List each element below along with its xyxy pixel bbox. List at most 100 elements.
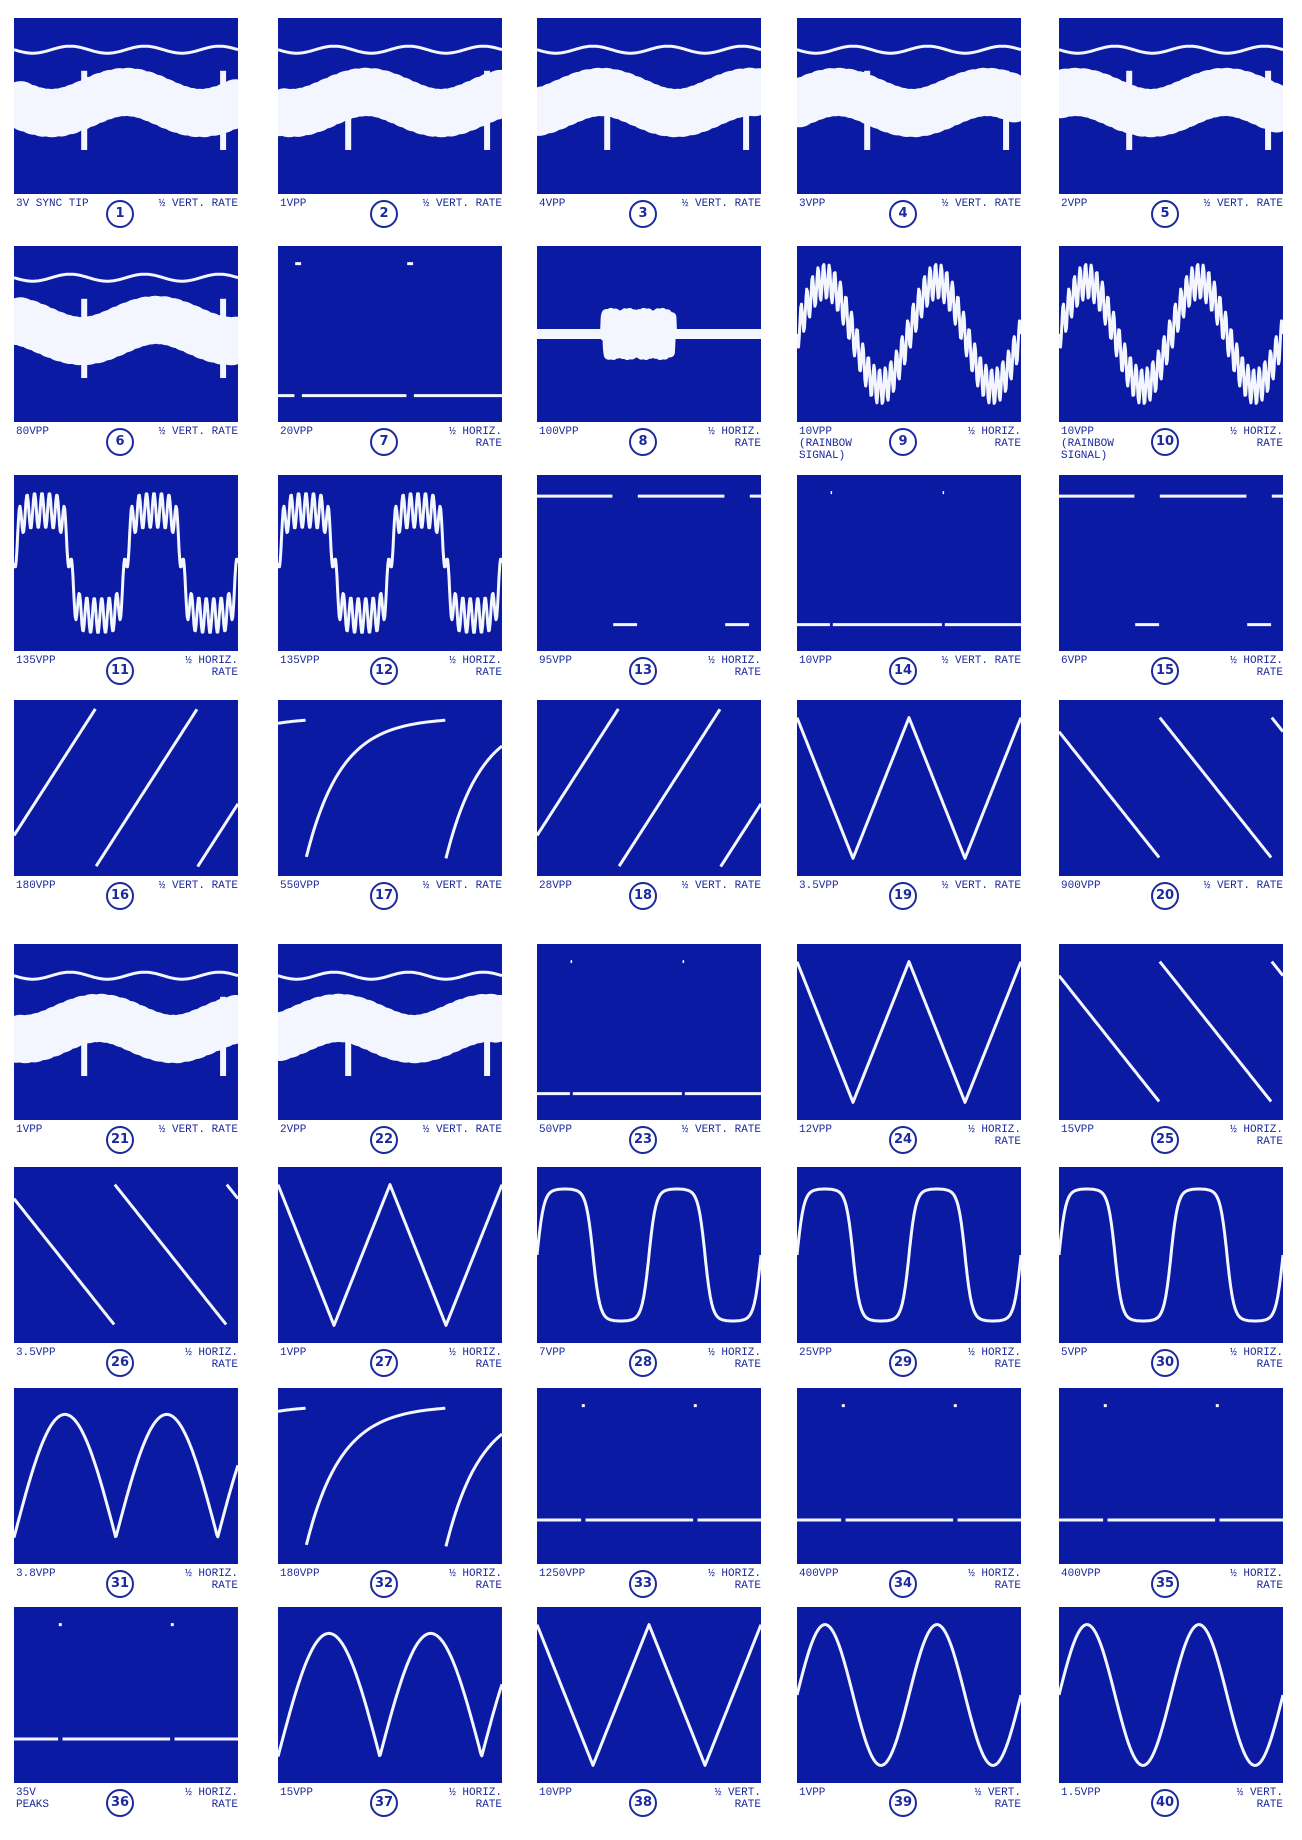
label-line: SIGNAL) (799, 450, 846, 462)
panel-number: 30 (1151, 1349, 1179, 1377)
rate-line: ½ VERT. RATE (422, 880, 502, 892)
sweep-rate: ½ VERT. RATE (423, 880, 502, 892)
sweep-rate: ½ VERT. RATE (159, 198, 238, 210)
rate-line: ½ HORIZ. (708, 1568, 761, 1580)
caption: 3V SYNC TIP 1 ½ VERT. RATE (14, 194, 240, 234)
waveform-panel: 3.8VPP 31 ½ HORIZ. RATE (14, 1388, 240, 1604)
waveform-panel: 1VPP 27 ½ HORIZ. RATE (278, 1167, 504, 1383)
oscilloscope-screen (14, 700, 238, 876)
panel-number: 22 (370, 1126, 398, 1154)
amplitude-label: 1VPP (280, 1347, 306, 1359)
caption: 180VPP 32 ½ HORIZ. RATE (278, 1564, 504, 1604)
amplitude-label: 1VPP (799, 1787, 825, 1799)
caption: 135VPP 12 ½ HORIZ. RATE (278, 651, 504, 691)
amplitude-label: 12VPP (799, 1124, 832, 1136)
rate-line: ½ VERT. (714, 1787, 761, 1799)
waveform-panel: 5VPP 30 ½ HORIZ. RATE (1059, 1167, 1285, 1383)
panel-number: 25 (1151, 1126, 1179, 1154)
oscilloscope-screen (797, 18, 1021, 194)
oscilloscope-screen (1059, 246, 1283, 422)
oscilloscope-screen (278, 944, 502, 1120)
waveform (797, 491, 1021, 627)
amplitude-label: 35V PEAKS (16, 1787, 49, 1811)
label-line: 80VPP (16, 426, 50, 438)
oscilloscope-screen (537, 1167, 761, 1343)
rate-line: ½ VERT. RATE (941, 198, 1021, 210)
oscilloscope-screen (278, 18, 502, 194)
waveform-panel: 12VPP 24 ½ HORIZ. RATE (797, 944, 1023, 1160)
sweep-rate: ½ VERT. RATE (1204, 880, 1283, 892)
rate-line: RATE (211, 1580, 238, 1592)
waveform-panel: 3.5VPP 26 ½ HORIZ. RATE (14, 1167, 240, 1383)
waveform-panel: 80VPP 6 ½ VERT. RATE (14, 246, 240, 462)
sweep-rate: ½ HORIZ. RATE (185, 1347, 238, 1371)
caption: 25VPP 29 ½ HORIZ. RATE (797, 1343, 1023, 1383)
panel-number: 7 (370, 428, 398, 456)
waveform (537, 1623, 761, 1767)
rate-line: ½ HORIZ. (185, 1347, 238, 1359)
oscilloscope-screen (797, 700, 1021, 876)
caption: 3.5VPP 19 ½ VERT. RATE (797, 876, 1023, 916)
amplitude-label: 1250VPP (539, 1568, 585, 1580)
sweep-rate: ½ VERT. RATE (682, 1124, 761, 1136)
rate-line: RATE (734, 1580, 761, 1592)
waveform (797, 44, 1021, 55)
label-line: 135VPP (16, 655, 56, 667)
panel-number: 28 (629, 1349, 657, 1377)
caption: 550VPP 17 ½ VERT. RATE (278, 876, 504, 916)
rate-line: RATE (994, 1799, 1021, 1811)
label-line: 7VPP (539, 1347, 566, 1359)
waveform-panel: 95VPP 13 ½ HORIZ. RATE (537, 475, 763, 691)
oscilloscope-screen (537, 246, 761, 422)
label-line: 135VPP (280, 655, 320, 667)
label-line: 10VPP (799, 655, 833, 667)
sync-pulse (484, 996, 491, 1076)
amplitude-label: 180VPP (280, 1568, 320, 1580)
rate-line: ½ VERT. RATE (158, 198, 238, 210)
sweep-rate: ½ VERT. RATE (159, 1124, 238, 1136)
waveform (14, 1412, 238, 1539)
amplitude-label: 135VPP (16, 655, 56, 667)
sweep-rate: ½ VERT. RATE (423, 1124, 502, 1136)
caption: 50VPP 23 ½ VERT. RATE (537, 1120, 763, 1160)
panel-number: 23 (629, 1126, 657, 1154)
waveform (1059, 44, 1283, 55)
caption: 1VPP 2 ½ VERT. RATE (278, 194, 504, 234)
rate-line: ½ HORIZ. (1230, 426, 1283, 438)
rate-line: RATE (734, 1799, 761, 1811)
rate-line: ½ HORIZ. (968, 426, 1021, 438)
rate-line: ½ HORIZ. (449, 1347, 502, 1359)
oscilloscope-screen (1059, 1388, 1283, 1564)
rate-line: ½ HORIZ. (1230, 1124, 1283, 1136)
caption: 80VPP 6 ½ VERT. RATE (14, 422, 240, 462)
waveform (1059, 716, 1283, 859)
waveform (278, 1183, 502, 1327)
sync-pulse (484, 70, 491, 150)
waveform (1059, 67, 1283, 138)
amplitude-label: 1VPP (280, 198, 306, 210)
waveform-panel: 15VPP 25 ½ HORIZ. RATE (1059, 944, 1285, 1160)
sync-pulse (220, 298, 227, 378)
label-line: 10VPP (539, 1787, 573, 1799)
rate-line: ½ VERT. (1236, 1787, 1283, 1799)
sync-pulse (1265, 70, 1272, 150)
sweep-rate: ½ HORIZ. RATE (968, 426, 1021, 450)
oscilloscope-screen (1059, 1607, 1283, 1783)
sweep-rate: ½ HORIZ. RATE (708, 1568, 761, 1592)
rate-line: RATE (1256, 1359, 1283, 1371)
waveform (797, 263, 1021, 405)
waveform (278, 67, 502, 138)
waveform-panel: 20VPP 7 ½ HORIZ. RATE (278, 246, 504, 462)
label-line: (RAINBOW (799, 438, 852, 450)
caption: 1VPP 27 ½ HORIZ. RATE (278, 1343, 504, 1383)
caption: 3.8VPP 31 ½ HORIZ. RATE (14, 1564, 240, 1604)
amplitude-label: 10VPP (799, 655, 832, 667)
panel-number: 35 (1151, 1570, 1179, 1598)
panel-number: 12 (370, 657, 398, 685)
amplitude-label: 20VPP (280, 426, 313, 438)
rate-line: ½ VERT. RATE (681, 880, 761, 892)
caption: 4VPP 3 ½ VERT. RATE (537, 194, 763, 234)
waveform (14, 708, 238, 868)
oscilloscope-screen (797, 246, 1021, 422)
amplitude-label: 28VPP (539, 880, 572, 892)
